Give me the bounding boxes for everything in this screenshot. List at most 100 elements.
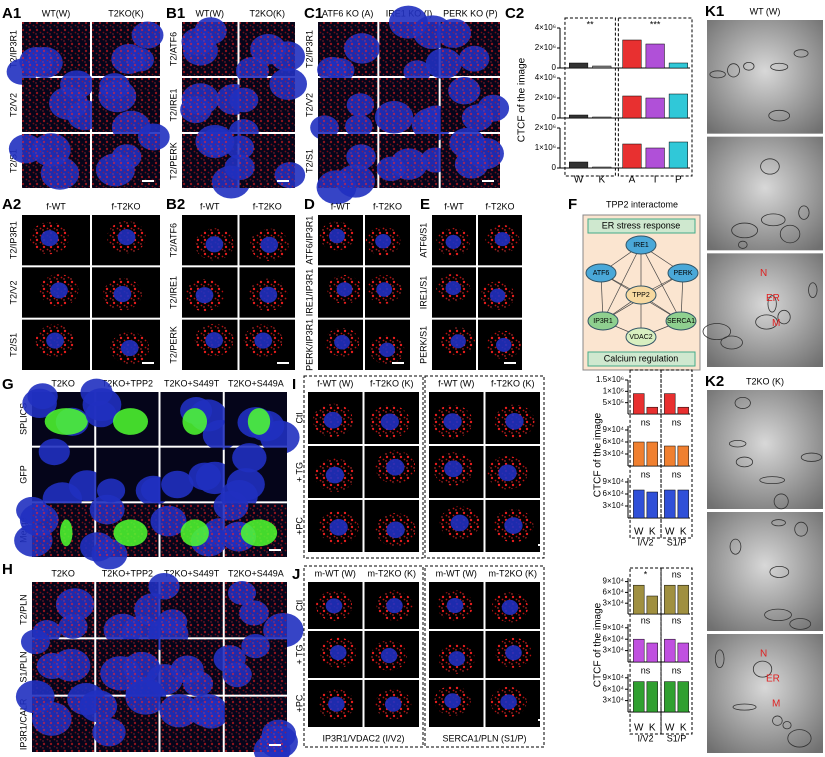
- stain: [92, 134, 160, 188]
- y-axis-label: CTCF of the image: [593, 602, 604, 687]
- row-title: GFP: [18, 465, 28, 484]
- micrograph: [22, 319, 90, 370]
- row-title: +PC: [294, 694, 304, 712]
- scale-bar: [269, 549, 281, 551]
- column-title: m-WT (W): [315, 568, 356, 578]
- nucleus: [334, 335, 350, 350]
- group-box: [629, 369, 662, 539]
- stain: [318, 22, 378, 76]
- row-title: T2/S1: [8, 149, 18, 173]
- x-tick-label: K: [680, 527, 687, 538]
- micrograph: [92, 21, 164, 76]
- diagram-title: TPP2 interactome: [606, 199, 678, 209]
- nucleus: [444, 460, 463, 478]
- micrograph: [150, 503, 238, 557]
- nucleus: [489, 288, 506, 303]
- organelle: [769, 565, 790, 578]
- significance: *: [644, 569, 648, 579]
- micrograph: [440, 127, 504, 188]
- micrograph: [432, 215, 476, 266]
- organelle: [782, 721, 792, 730]
- bar: [569, 161, 589, 169]
- stain: [440, 22, 500, 76]
- row-title: T2/ATF6: [168, 32, 178, 66]
- splics-signal: [44, 408, 88, 435]
- organelle: [770, 62, 789, 71]
- micrograph: [485, 631, 540, 678]
- micrograph: [365, 319, 410, 370]
- footer-label: IP3R1/VDAC2 (I/V2): [322, 733, 404, 743]
- column-title: f-T2KO: [485, 201, 514, 211]
- bar: [646, 681, 658, 713]
- nucleus: [444, 693, 461, 709]
- group-label: I/V2: [638, 733, 654, 743]
- organelle: [794, 521, 808, 537]
- micrograph: [92, 123, 170, 188]
- bar: [622, 143, 642, 169]
- nucleus: [46, 332, 64, 349]
- micrograph: [213, 633, 287, 695]
- micrograph: [308, 582, 363, 629]
- em-image: [707, 390, 823, 509]
- bar: [645, 43, 665, 69]
- nucleus: [82, 388, 122, 422]
- organelle: [787, 729, 812, 748]
- y-tick-label: 3×10⁴: [603, 598, 625, 607]
- micrograph: [429, 500, 484, 552]
- organelle: [760, 158, 780, 175]
- y-tick-label: 2×10⁶: [535, 43, 556, 52]
- significance: ns: [641, 417, 651, 427]
- x-tick-label: P: [675, 175, 682, 186]
- group-box: [303, 375, 424, 559]
- organelle: [789, 618, 812, 630]
- bar: [677, 489, 689, 519]
- scale-bar: [142, 362, 154, 364]
- organelle: [800, 452, 823, 462]
- row-title: Ctl: [294, 600, 304, 611]
- micrograph: [318, 267, 363, 318]
- panel-label: I: [292, 376, 296, 393]
- stain: [318, 78, 378, 132]
- panel-label: K2: [705, 373, 724, 390]
- bar: [664, 681, 676, 713]
- stain: [92, 78, 160, 132]
- stain: [440, 134, 500, 188]
- micrograph: [364, 500, 419, 552]
- y-tick-label: 3×10⁴: [603, 449, 625, 458]
- column-title: WT(W): [42, 8, 70, 18]
- bar: [569, 114, 589, 119]
- micrograph: [376, 134, 451, 188]
- nucleus: [445, 281, 462, 296]
- micrograph: [429, 631, 484, 678]
- splics-signal: [247, 408, 271, 435]
- splics-signal: [182, 408, 208, 435]
- y-axis-label: CTCF of the image: [593, 412, 604, 497]
- row-title: Ctl: [294, 413, 304, 424]
- panel-label: J: [292, 566, 300, 583]
- micrograph: [235, 22, 306, 85]
- row-title: T2/IP3R1: [8, 30, 18, 68]
- scale-bar: [392, 362, 404, 364]
- micrograph: [364, 680, 419, 727]
- nucleus: [260, 420, 300, 455]
- panel-label: G: [2, 376, 14, 393]
- row-title: SPLICS: [18, 403, 28, 435]
- y-tick-label: 3×10⁴: [603, 501, 625, 510]
- stain: [239, 22, 295, 76]
- group-box: [660, 567, 693, 735]
- y-tick-label: 6×10⁴: [603, 437, 625, 446]
- column-title: m-T2KO (K): [489, 568, 538, 578]
- y-tick-label: 2×10⁶: [535, 93, 556, 102]
- nucleus: [120, 340, 139, 357]
- nucleus: [323, 411, 343, 429]
- nucleus: [446, 597, 464, 614]
- x-tick-label: W: [634, 723, 644, 734]
- y-tick-label: 0: [552, 163, 557, 172]
- banner: [587, 351, 696, 367]
- node-label: IP3R1: [593, 318, 613, 325]
- group-box: [617, 17, 693, 177]
- nucleus: [443, 413, 462, 430]
- organelle: [714, 649, 725, 669]
- organelle: [727, 63, 740, 78]
- nucleus: [494, 232, 511, 247]
